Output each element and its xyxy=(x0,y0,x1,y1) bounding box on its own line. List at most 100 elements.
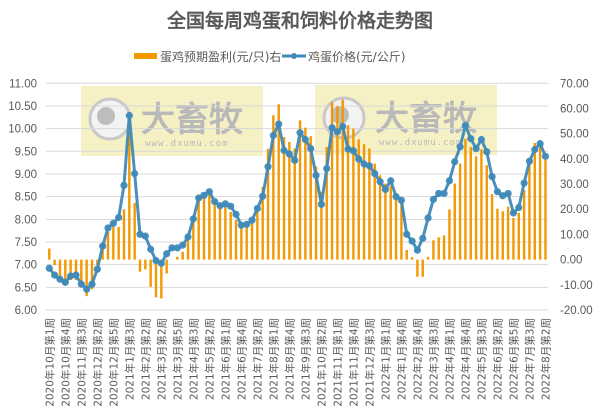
price-point xyxy=(269,131,277,140)
profit-bar xyxy=(416,259,419,277)
profit-bar xyxy=(362,144,366,260)
price-point xyxy=(376,178,384,186)
profit-bar xyxy=(410,257,414,260)
profit-bar xyxy=(346,125,350,260)
x-axis-tick: 2022年5月第3周 xyxy=(475,318,488,400)
profit-bar xyxy=(224,206,227,260)
profit-bar xyxy=(304,127,307,260)
x-axis-tick: 2021年10月第2周 xyxy=(315,318,328,407)
profit-bar xyxy=(325,147,328,260)
x-axis-tick: 2022年4月第4周 xyxy=(459,318,472,400)
price-point xyxy=(371,169,379,178)
profit-bar xyxy=(341,99,344,260)
profit-bar xyxy=(117,226,120,260)
x-axis-tick: 2022年6月第2周 xyxy=(491,318,504,400)
price-point xyxy=(72,271,80,279)
x-axis-tick: 2021年2月第2周 xyxy=(139,318,152,400)
price-point xyxy=(520,179,528,187)
price-point xyxy=(536,140,544,148)
profit-bar xyxy=(106,231,110,260)
profit-bar xyxy=(48,248,51,260)
profit-bar xyxy=(85,259,88,297)
price-point xyxy=(413,246,422,254)
price-point xyxy=(403,230,411,238)
profit-bar xyxy=(309,136,312,260)
price-point xyxy=(504,189,512,198)
x-axis-tick: 2021年9月第3周 xyxy=(299,318,312,400)
price-point xyxy=(408,237,416,245)
price-point xyxy=(56,275,64,283)
price-point xyxy=(397,196,406,204)
profit-bar xyxy=(336,106,339,260)
price-point xyxy=(179,241,187,249)
profit-bar xyxy=(368,148,371,260)
profit-bar xyxy=(432,240,435,260)
x-axis-tick: 2020年10月第1周 xyxy=(43,318,56,407)
price-point xyxy=(317,200,325,208)
price-point xyxy=(429,195,438,203)
price-point xyxy=(296,129,304,137)
profit-bar xyxy=(202,196,206,260)
price-line xyxy=(48,113,547,291)
left-axis-tick: 8.50 xyxy=(15,192,37,204)
profit-bar xyxy=(234,220,238,260)
price-point xyxy=(264,163,272,171)
profit-bar xyxy=(266,148,270,260)
x-axis-tick: 2021年11月第1周 xyxy=(331,318,344,407)
left-axis-tick: 8.00 xyxy=(15,214,37,226)
profit-bar xyxy=(453,183,456,260)
left-axis-tick: 10.50 xyxy=(8,101,37,113)
watermark-url: www.dxumu.com xyxy=(145,139,228,149)
price-point xyxy=(67,272,75,280)
profit-bar xyxy=(208,195,211,260)
profit-bar xyxy=(378,175,382,260)
left-axis-tick: 7.50 xyxy=(15,237,37,249)
profit-bar xyxy=(144,259,147,270)
price-point xyxy=(493,188,502,196)
price-point xyxy=(275,120,283,128)
profit-bar xyxy=(58,259,62,281)
profit-bar xyxy=(389,186,392,260)
profit-bar xyxy=(400,200,403,260)
profit-bar xyxy=(384,183,387,260)
price-point xyxy=(61,278,69,286)
profit-bar xyxy=(298,120,302,260)
x-axis-tick: 2020年10月第4周 xyxy=(59,318,72,407)
profit-bar xyxy=(528,163,531,260)
profit-bar xyxy=(160,259,163,299)
chart-title: 全国每周鸡蛋和饲料价格走势图 xyxy=(166,9,433,32)
profit-bar xyxy=(277,104,280,260)
profit-bar xyxy=(256,206,259,260)
left-axis-tick: 9.50 xyxy=(15,146,37,158)
left-axis-tick: 11.00 xyxy=(9,78,37,90)
profit-bar xyxy=(506,206,510,260)
price-point xyxy=(168,244,176,252)
profit-bar xyxy=(176,256,179,260)
watermark-logo-eye-icon xyxy=(331,106,349,124)
price-point xyxy=(120,181,128,189)
profit-bar xyxy=(272,115,275,260)
price-point xyxy=(227,202,235,210)
profit-bar xyxy=(53,259,56,266)
legend-label-price: 鸡蛋价格(元/公斤) xyxy=(308,49,405,64)
price-point xyxy=(349,147,357,155)
profit-bar xyxy=(501,211,504,260)
x-axis-tick: 2020年12月第5周 xyxy=(107,318,120,407)
x-axis-tick: 2021年4月第3周 xyxy=(187,318,200,400)
price-point xyxy=(435,189,443,198)
profit-bar xyxy=(90,259,94,290)
price-point xyxy=(211,198,219,206)
price-point xyxy=(184,233,192,241)
right-axis-tick: 60.00 xyxy=(560,103,589,115)
profit-bar xyxy=(517,212,520,260)
price-point xyxy=(440,189,448,198)
legend: 蛋鸡预期盈利(元/只)右 鸡蛋价格(元/公斤) xyxy=(134,49,405,64)
x-axis-tick: 2021年1月第3周 xyxy=(123,318,136,400)
price-point xyxy=(200,191,208,199)
profit-bar xyxy=(192,221,195,260)
profit-bar xyxy=(186,240,190,260)
price-point xyxy=(157,259,165,267)
profit-bar xyxy=(405,250,408,260)
